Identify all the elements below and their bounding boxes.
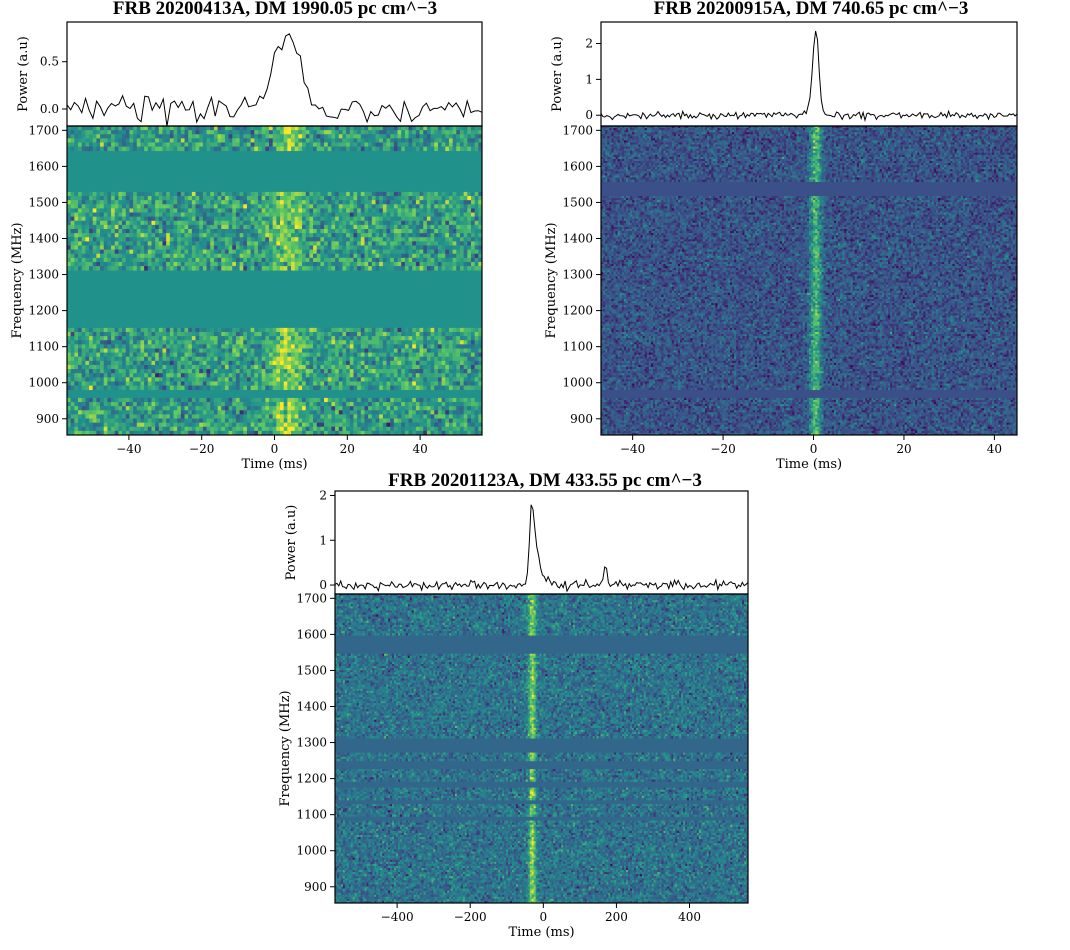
y-tick-label: 1400 <box>562 231 593 245</box>
x-tick-label: 400 <box>678 910 701 924</box>
x-tick-label: 200 <box>605 910 628 924</box>
y-tick-label: 1600 <box>28 159 59 173</box>
panel-3-y-axis-label: Frequency (MHz) <box>278 690 293 806</box>
panel-3: −400 −200 0 200 400 900 1000 1100 1200 1300 1400 15… <box>278 488 748 940</box>
x-tick-label: 0 <box>271 442 279 456</box>
x-tick-label: 0 <box>810 442 818 456</box>
y-tick-label: 1500 <box>28 195 59 209</box>
y-tick-label: 1200 <box>562 304 593 318</box>
panel-3-profile-ylabel: Power (a.u) <box>284 505 299 581</box>
profile-y-tick-label: 2 <box>585 37 593 51</box>
x-tick-label: −20 <box>710 442 735 456</box>
panel-2-y-axis-label: Frequency (MHz) <box>544 222 559 338</box>
panel-1-x-axis-label: Time (ms) <box>241 457 307 472</box>
y-tick-label: 1500 <box>562 195 593 209</box>
y-tick-label: 1700 <box>296 591 327 605</box>
profile-y-tick-label: 1 <box>319 533 327 547</box>
y-tick-label: 1300 <box>562 268 593 282</box>
x-tick-label: 40 <box>987 442 1002 456</box>
panel-1-y-axis-label: Frequency (MHz) <box>10 222 25 338</box>
x-tick-label: −20 <box>189 442 214 456</box>
x-tick-label: 20 <box>340 442 355 456</box>
panel-3-profile-line <box>335 505 748 591</box>
profile-y-tick-label: 1 <box>585 72 593 86</box>
y-tick-label: 1600 <box>562 159 593 173</box>
y-tick-label: 900 <box>304 880 327 894</box>
panel-3-profile-frame <box>335 491 748 594</box>
x-tick-label: 40 <box>412 442 427 456</box>
panel-2: −40 −20 0 20 4090010001100120013001400150016… <box>544 22 1017 472</box>
y-tick-label: 1200 <box>28 304 59 318</box>
y-tick-label: 1400 <box>296 699 327 713</box>
profile-y-tick-label: 0.0 <box>40 102 59 116</box>
y-tick-label: 900 <box>36 412 59 426</box>
y-tick-label: 1100 <box>28 340 59 354</box>
y-tick-label: 1000 <box>562 376 593 390</box>
panel-3-x-axis-label: Time (ms) <box>508 925 574 940</box>
y-tick-label: 1300 <box>28 268 59 282</box>
y-tick-label: 1100 <box>296 808 327 822</box>
y-tick-label: 1000 <box>28 376 59 390</box>
panel-1-profile-frame <box>67 22 482 126</box>
profile-y-tick-label: 2 <box>319 488 327 502</box>
panel-1-heatmap <box>67 126 482 435</box>
x-tick-label: −40 <box>620 442 645 456</box>
panel-1: −40 −20 0 20 40 900 1000 1100 1200 1300 1400 1500 16… <box>10 22 482 472</box>
y-tick-label: 1600 <box>296 627 327 641</box>
y-tick-label: 900 <box>570 412 593 426</box>
y-tick-label: 1500 <box>296 663 327 677</box>
x-tick-label: −200 <box>454 910 487 924</box>
panel-2-profile-ylabel: Power (a.u) <box>550 36 565 112</box>
panel-2-profile-line <box>601 31 1017 120</box>
y-tick-label: 1100 <box>562 340 593 354</box>
panel-1-profile-ylabel: Power (a.u) <box>16 36 31 112</box>
y-tick-label: 1700 <box>28 123 59 137</box>
profile-y-tick-label: 0 <box>319 578 327 592</box>
panel-2-x-axis-label: Time (ms) <box>776 457 842 472</box>
profile-y-tick-label: 0.5 <box>40 55 59 69</box>
x-tick-label: −400 <box>381 910 414 924</box>
panel-1-profile-line <box>67 34 482 126</box>
x-tick-label: 20 <box>896 442 911 456</box>
y-tick-label: 1400 <box>28 231 59 245</box>
y-tick-label: 1200 <box>296 772 327 786</box>
profile-y-tick-label: 0 <box>585 108 593 122</box>
panel-2-profile-frame <box>601 22 1017 126</box>
y-tick-label: 1700 <box>562 123 593 137</box>
x-tick-label: 0 <box>540 910 548 924</box>
panel-2-heatmap <box>601 126 1017 435</box>
y-tick-label: 1000 <box>296 844 327 858</box>
x-tick-label: −40 <box>116 442 141 456</box>
y-tick-label: 1300 <box>296 736 327 750</box>
panel-3-heatmap <box>335 594 748 903</box>
